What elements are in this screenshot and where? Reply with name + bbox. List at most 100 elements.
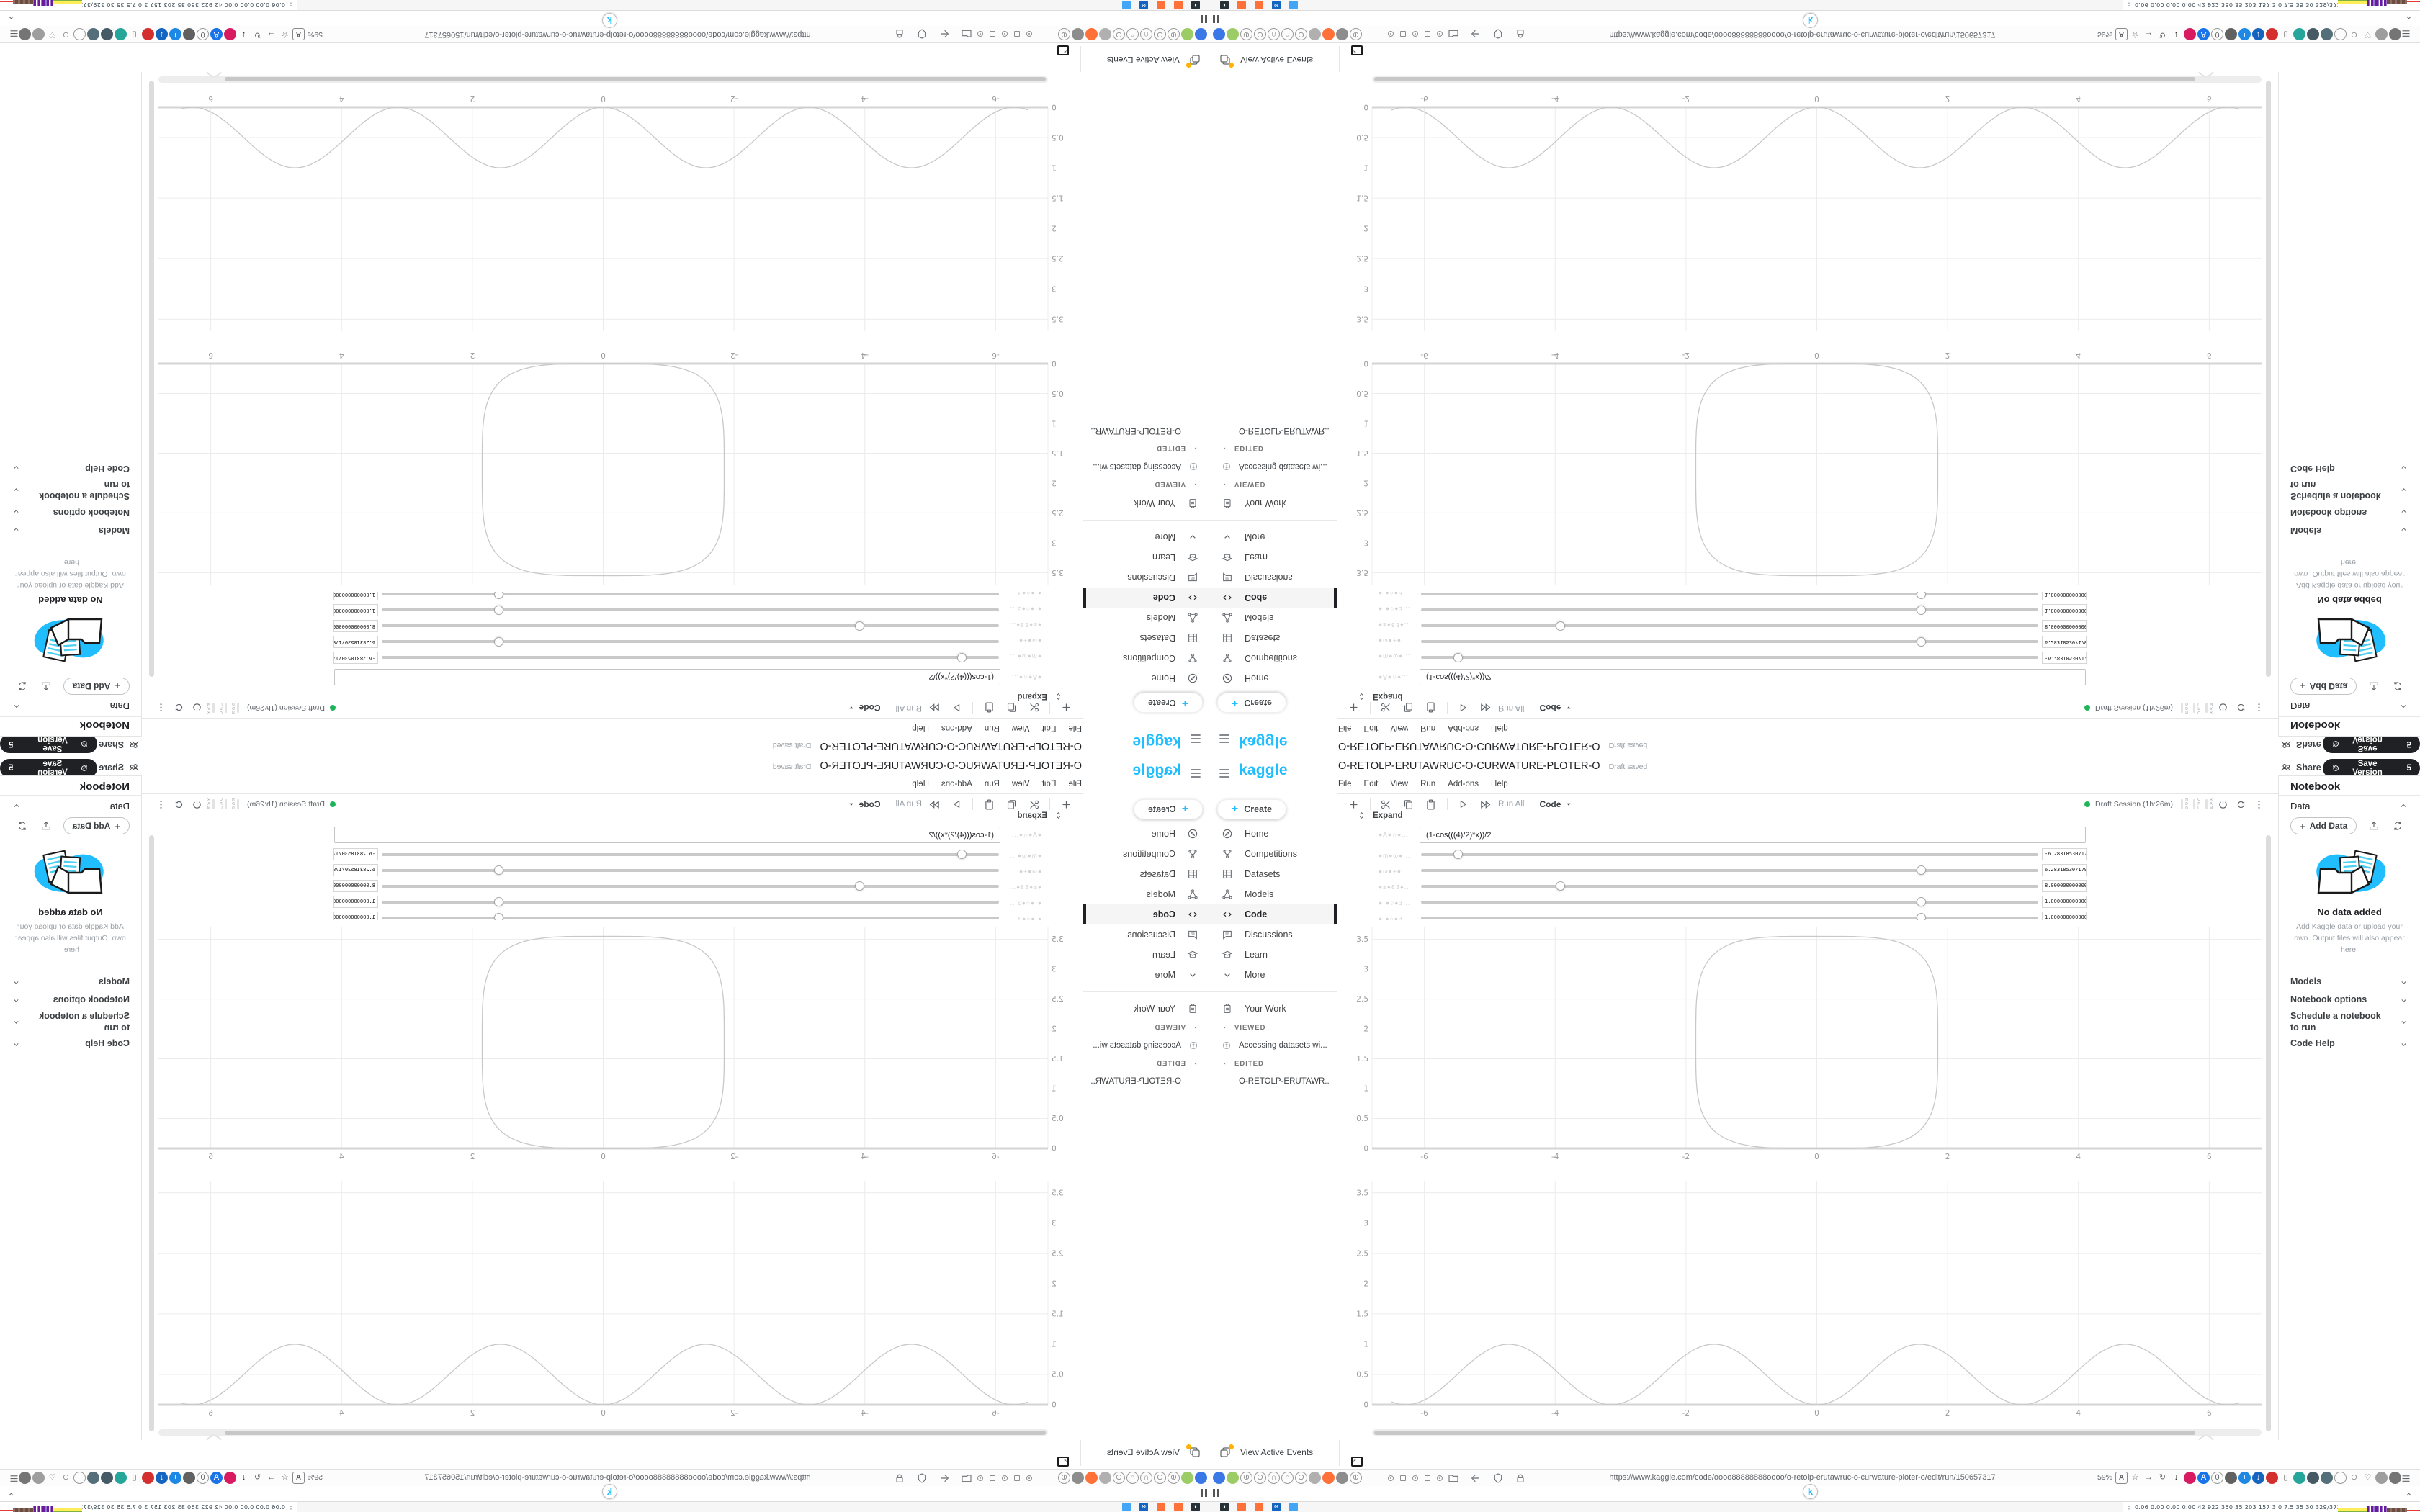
pin-icon[interactable] [1213, 1472, 1225, 1484]
terminal-icon[interactable]: >_ [1351, 1457, 1363, 1467]
terminal-icon[interactable]: >_ [1351, 45, 1363, 55]
forward-arrow-icon[interactable]: → [2145, 30, 2153, 39]
viewed-item[interactable]: Accessing datasets wi... [1083, 1036, 1210, 1055]
slider-handle[interactable] [493, 637, 503, 647]
sidebar-item-home[interactable]: Home [1210, 824, 1337, 844]
sidebar-item-more[interactable]: More [1083, 965, 1210, 985]
reload-icon[interactable]: ↻ [254, 1473, 261, 1482]
back-arrow-icon[interactable] [1470, 28, 1482, 40]
kaggle-favicon-badge[interactable]: k [602, 13, 617, 28]
trash-icon[interactable]: ▯ [2283, 1473, 2288, 1482]
record-icon[interactable] [142, 1472, 154, 1484]
kaggle-logo[interactable]: kaggle [1239, 762, 1288, 778]
extension-globe-icon[interactable]: ⊕ [1154, 1472, 1166, 1484]
edited-item[interactable]: O-RETOLP-ERUTAWR... [1239, 426, 1329, 435]
panel-section-models[interactable]: Models [2279, 520, 2420, 539]
cell-type-dropdown[interactable]: Code [847, 703, 881, 713]
slider-track[interactable] [382, 590, 999, 599]
circle-icon[interactable] [2334, 28, 2347, 40]
notebook-vertical-scrollbar[interactable] [2266, 81, 2271, 677]
circle-icon[interactable] [73, 28, 86, 40]
browser-menu-icon[interactable] [8, 28, 19, 40]
firefox-app[interactable] [1237, 1, 1246, 9]
wrench2-icon[interactable] [32, 1472, 45, 1484]
shield-badge-icon[interactable] [2321, 1472, 2333, 1484]
slider-track[interactable] [1421, 897, 2038, 906]
formula-input[interactable] [1420, 669, 2086, 685]
globe-color-icon[interactable] [2293, 1472, 2305, 1484]
page-zoom-level[interactable]: 59% [2097, 30, 2113, 39]
slider-handle[interactable] [1555, 881, 1565, 891]
more-options-kebab-icon[interactable] [2254, 701, 2267, 714]
run-cell-icon[interactable] [950, 701, 963, 714]
output-horizontal-scrollbar[interactable] [158, 76, 1048, 83]
shield-icon[interactable] [101, 28, 113, 40]
sidebar-item-home[interactable]: Home [1083, 824, 1210, 844]
download-icon[interactable]: ↓ [2174, 1473, 2179, 1482]
system-monitor-app[interactable]: ▮ [1191, 1, 1200, 9]
add-circle-icon[interactable]: + [2238, 1472, 2251, 1484]
upload-data-icon[interactable] [2368, 820, 2380, 832]
view-active-events-button[interactable]: View Active Events [1107, 53, 1201, 68]
back-arrow-icon[interactable] [1470, 1472, 1482, 1484]
paste-cell-icon[interactable] [982, 798, 995, 811]
sidebar-item-discussions[interactable]: Discussions [1210, 567, 1337, 588]
kaggle-logo[interactable]: kaggle [1132, 734, 1181, 750]
cut-cell-icon[interactable] [1027, 701, 1040, 714]
firefox-app[interactable] [1174, 1503, 1183, 1511]
power-session-icon[interactable] [189, 798, 202, 811]
slider-handle[interactable] [1453, 850, 1464, 859]
notebook-title[interactable]: O-RETOLP-ERUTAWRUC-O-CURWATURE-PLOTER-O [1338, 740, 1600, 752]
slider-track[interactable] [382, 606, 999, 615]
data-section-header[interactable]: Data [2279, 696, 2420, 716]
extension-globe-icon[interactable]: ⊕ [1254, 1472, 1266, 1484]
dark-gear-icon[interactable] [2225, 1472, 2237, 1484]
expand-control[interactable]: Expand [1017, 811, 1063, 820]
browser-menu-icon[interactable] [2401, 28, 2412, 40]
color-picker-icon[interactable] [224, 28, 236, 40]
shield-badge-icon[interactable] [87, 1472, 99, 1484]
notebook-vertical-scrollbar[interactable] [149, 835, 154, 1431]
menu-run[interactable]: Run [1420, 724, 1436, 732]
slider-handle[interactable] [1453, 653, 1464, 662]
paste-cell-icon[interactable] [1425, 798, 1438, 811]
sidebar-item-your-work[interactable]: Your Work [1083, 999, 1210, 1019]
slider-track[interactable] [1421, 621, 2038, 631]
version-count-badge[interactable]: 5 [9, 764, 14, 773]
forward-arrow-icon[interactable]: → [267, 30, 275, 39]
extension-globe-icon[interactable]: ⊕ [1168, 1472, 1180, 1484]
slider-handle[interactable] [1917, 637, 1927, 647]
kaggle-favicon-badge[interactable]: k [1803, 1484, 1818, 1499]
menu-run[interactable]: Run [984, 724, 1000, 732]
save-64-app[interactable]: 64 [1139, 1503, 1148, 1511]
run-all-icon[interactable] [1479, 798, 1492, 811]
globe-icon[interactable]: ⊕ [2350, 30, 2358, 39]
circle-icon[interactable] [73, 1472, 86, 1484]
record-icon[interactable] [2266, 28, 2278, 40]
sidebar-item-discussions[interactable]: Discussions [1083, 567, 1210, 588]
hamburger-menu-icon[interactable] [1187, 765, 1203, 781]
sidebar-item-more[interactable]: More [1210, 527, 1337, 547]
pin-icon[interactable] [1213, 28, 1225, 40]
bookmark-star-icon[interactable]: ☆ [2131, 30, 2139, 39]
page-zoom-level[interactable]: 59% [307, 1473, 323, 1482]
folder-icon[interactable] [961, 1472, 972, 1484]
color-picker-icon[interactable] [224, 1472, 236, 1484]
extension-globe-icon[interactable]: ⊕ [1350, 28, 1362, 40]
power-session-icon[interactable] [2218, 798, 2231, 811]
slider-track[interactable] [382, 850, 999, 859]
kaggle-favicon-badge[interactable]: k [602, 1484, 617, 1499]
slider-track[interactable] [382, 865, 999, 875]
notebook-vertical-scrollbar[interactable] [2266, 835, 2271, 1431]
power-session-icon[interactable] [2218, 701, 2231, 714]
sidebar-item-models[interactable]: Models [1210, 884, 1337, 904]
firefox-icon[interactable] [1322, 1472, 1335, 1484]
viewed-section-header[interactable]: VIEWED [1083, 1019, 1210, 1036]
url-address-bar[interactable]: https://www.kaggle.com/code/oooo88888888… [424, 30, 811, 39]
slider-handle[interactable] [493, 865, 503, 875]
firefox-icon[interactable] [1085, 28, 1098, 40]
scrollbar-thumb[interactable] [1374, 77, 2195, 82]
extension-arc-icon[interactable]: ∩ [1140, 1472, 1152, 1484]
version-count-badge[interactable]: 5 [9, 739, 14, 748]
pull-circle-icon[interactable]: ↓ [2252, 28, 2264, 40]
